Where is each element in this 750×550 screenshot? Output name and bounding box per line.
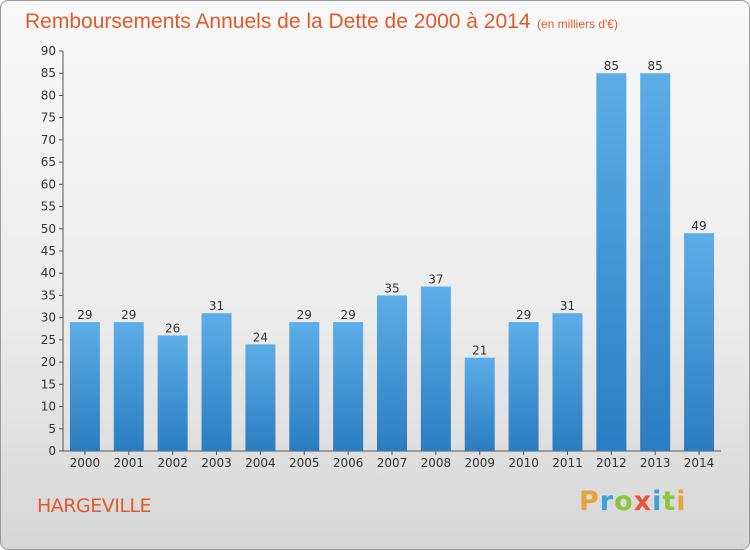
bar <box>596 73 627 451</box>
place-name: HARGEVILLE <box>37 495 152 517</box>
y-tick-label: 20 <box>41 355 56 369</box>
data-label: 35 <box>384 281 399 295</box>
x-tick-label: 2000 <box>70 456 101 470</box>
axes: 0 5 10 15 20 25 30 35 40 45 50 55 60 65 70 75 80 85 90 2000… <box>41 44 721 470</box>
data-label: 29 <box>297 308 312 322</box>
y-tick-label: 0 <box>48 444 56 458</box>
chart-title: Remboursements Annuels de la Dette de 20… <box>25 10 531 33</box>
y-tick-label: 45 <box>41 244 56 258</box>
bars: 29 29 26 31 24 29 29 35 37 21 29 31 85 85 49 <box>69 59 715 451</box>
x-tick-label: 2002 <box>157 456 188 470</box>
x-tick-label: 2013 <box>640 456 671 470</box>
y-tick-label: 70 <box>41 133 56 147</box>
data-label: 29 <box>77 308 92 322</box>
y-tick-label: 10 <box>41 400 56 414</box>
bar <box>684 233 715 451</box>
y-tick-label: 5 <box>48 422 56 436</box>
x-tick-label: 2014 <box>684 456 715 470</box>
logo-letter: x <box>633 486 653 517</box>
y-tick-label: 30 <box>41 311 56 325</box>
x-tick-label: 2006 <box>333 456 364 470</box>
data-label: 29 <box>121 308 136 322</box>
logo-letter: P <box>579 486 600 517</box>
bar <box>201 313 232 451</box>
y-tick-label: 60 <box>41 177 56 191</box>
x-tick-label: 2011 <box>552 456 583 470</box>
bar <box>377 295 407 451</box>
y-tick-label: 15 <box>41 377 56 391</box>
y-tick-label: 50 <box>41 222 56 236</box>
x-tick-label: 2005 <box>289 456 320 470</box>
data-label: 37 <box>428 273 443 287</box>
data-label: 31 <box>209 299 224 313</box>
bar <box>552 313 583 451</box>
data-label: 49 <box>691 219 706 233</box>
data-label: 29 <box>516 308 531 322</box>
logo-letter: r <box>599 486 615 517</box>
bar <box>69 322 100 451</box>
x-tick-label: 2012 <box>596 456 627 470</box>
bar <box>640 73 671 451</box>
bar <box>508 322 539 451</box>
bar <box>333 322 364 451</box>
y-tick-label: 80 <box>41 88 56 102</box>
chart-subtitle: (en milliers d'€) <box>537 17 618 31</box>
logo-letter: t <box>662 486 677 517</box>
x-tick-label: 2001 <box>114 456 145 470</box>
y-tick-label: 85 <box>41 66 56 80</box>
bar <box>420 286 451 451</box>
y-tick-label: 40 <box>41 266 56 280</box>
logo-letter: i <box>676 486 687 517</box>
x-tick-label: 2003 <box>201 456 232 470</box>
bar <box>157 335 188 451</box>
bar <box>245 344 276 451</box>
data-label: 26 <box>165 321 180 335</box>
bar <box>464 357 495 451</box>
x-tick-label: 2010 <box>508 456 539 470</box>
data-label: 85 <box>648 59 663 73</box>
bar <box>113 322 144 451</box>
y-tick-label: 55 <box>41 200 56 214</box>
y-tick-label: 25 <box>41 333 56 347</box>
y-tick-label: 65 <box>41 155 56 169</box>
y-tick-label: 35 <box>41 288 56 302</box>
y-tick-label: 75 <box>41 111 56 125</box>
x-tick-label: 2009 <box>464 456 495 470</box>
data-label: 31 <box>560 299 575 313</box>
y-tick-label: 90 <box>41 44 56 58</box>
x-tick-label: 2008 <box>421 456 452 470</box>
bar <box>289 322 320 451</box>
proxiti-logo[interactable]: Proxiti <box>579 486 687 517</box>
data-label: 29 <box>340 308 355 322</box>
data-label: 24 <box>253 330 268 344</box>
x-tick-label: 2007 <box>377 456 408 470</box>
data-label: 21 <box>472 344 487 358</box>
logo-letter: o <box>614 486 634 517</box>
x-tick-label: 2004 <box>245 456 276 470</box>
data-label: 85 <box>604 59 619 73</box>
logo-letter: i <box>652 486 663 517</box>
